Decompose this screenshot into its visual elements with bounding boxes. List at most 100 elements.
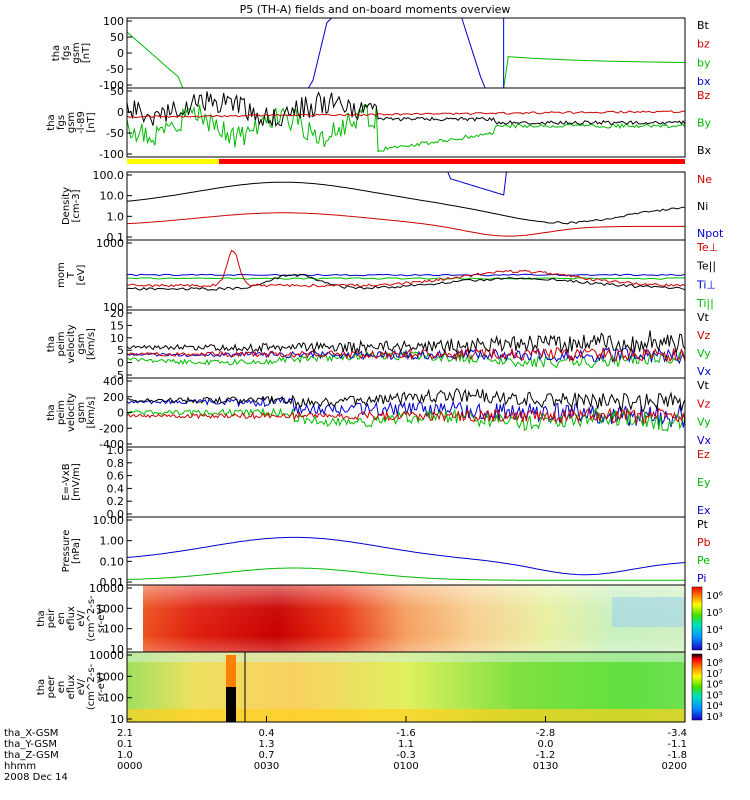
trace-by xyxy=(126,31,686,89)
y-axis-label: tha peer en eflux eV/(cm^2-s-sr-eV) xyxy=(36,663,107,710)
panel-frame xyxy=(126,446,686,518)
panel-frame xyxy=(126,171,686,241)
y-axis-label-line: (cm^2-s- xyxy=(86,663,97,710)
y-axis-label-line: eV/ xyxy=(76,678,87,695)
y-axis-label-line: tha xyxy=(46,404,57,420)
panel-8: 10.00 1.00 0.10 0.01 Pressure [nPa] Pt Pb Pe Pi xyxy=(61,514,711,589)
colorbar-scale xyxy=(691,586,703,651)
colorbar-tick-label: 10⁸ xyxy=(706,658,723,669)
y-axis-label: Pressure [nPa] xyxy=(61,530,82,573)
y-tick-label: -200 xyxy=(99,422,124,435)
x-row-value: 0.1 xyxy=(117,739,133,750)
colorbar-tick-label: 10³ xyxy=(706,642,723,653)
y-axis-label-line: [nT] xyxy=(81,43,92,63)
y-tick-label: 100 xyxy=(103,692,124,705)
y-tick-label: 10 xyxy=(110,332,124,345)
y-tick-label: 1000 xyxy=(96,670,124,683)
trace-vz xyxy=(126,346,686,363)
trace-vy xyxy=(126,406,686,432)
panel-4: 1000 100 mom T [eV] Te⊥ Te|| Ti⊥ Ti|| xyxy=(56,237,718,314)
x-row-value: 0.7 xyxy=(259,750,275,761)
y-tick-label: -5 xyxy=(113,369,124,382)
legend-entry: Bx xyxy=(697,144,712,157)
legend-entry: Bz xyxy=(697,89,711,102)
y-axis-label-line: tha xyxy=(51,45,62,61)
x-row-label: tha_Z-GSM xyxy=(4,750,59,761)
legend-entry: Pe xyxy=(697,554,710,567)
panel-frame xyxy=(126,87,686,158)
colorbar-tick-label: 10³ xyxy=(706,712,723,723)
trace-ne xyxy=(126,212,685,237)
y-axis-label-line: gsm xyxy=(76,402,87,423)
y-axis-label-line: [mV/m] xyxy=(71,463,82,501)
legend: Vt Vz Vy Vx xyxy=(697,379,712,447)
status-bar-yellow xyxy=(127,159,219,164)
y-tick-label: 10.0 xyxy=(100,190,125,203)
y-tick-label: 0.10 xyxy=(100,555,125,568)
legend: Bt bz by bx xyxy=(697,19,711,88)
y-axis-label: Density [cm-3] xyxy=(61,187,82,225)
y-axis-label-line: fgs xyxy=(56,115,67,130)
y-axis-label-line: en xyxy=(56,681,67,694)
legend-entry: Ni xyxy=(697,200,708,213)
spectrogram-saturated-block xyxy=(226,687,236,722)
spectrogram-high-energy-band xyxy=(127,652,685,662)
y-tick-label: 5 xyxy=(117,344,124,357)
trace-bx xyxy=(127,17,685,89)
y-tick-label: 200 xyxy=(103,391,124,404)
x-row-value: -1.2 xyxy=(536,750,556,761)
y-axis-label-line: gsm xyxy=(66,112,77,133)
colorbar-tick-label: 10⁶ xyxy=(706,591,723,602)
colorbar: 10⁶ 10⁵ 10⁴ 10³ xyxy=(691,586,723,653)
legend-entry: Vy xyxy=(697,416,711,429)
x-row-value: 1.0 xyxy=(117,750,133,761)
legend-entry: Vz xyxy=(697,397,711,410)
trace-vt xyxy=(126,387,686,413)
x-row-label: hhmm xyxy=(4,761,36,772)
colorbar-tick-label: 10⁵ xyxy=(706,608,723,619)
y-axis-label-line: fgs xyxy=(61,45,72,60)
y-axis-label: tha fgs gsm [nT] xyxy=(51,42,92,63)
y-axis-label-line: tha xyxy=(36,679,47,695)
x-row-value: 2.1 xyxy=(117,728,133,739)
legend-entry: Ez xyxy=(697,448,710,461)
y-tick-label: 400 xyxy=(103,375,124,388)
y-axis-label-line: velocity xyxy=(66,393,77,432)
y-axis-label-line: (cm^2-s- xyxy=(86,595,97,642)
y-axis-label-line: peim xyxy=(56,400,67,425)
trace-vy xyxy=(126,350,686,369)
x-row-value: -1.6 xyxy=(396,728,416,739)
legend-entry: Vx xyxy=(697,365,712,378)
x-row-value: 0000 xyxy=(117,761,142,772)
legend-entry: By xyxy=(697,117,712,130)
colorbar-scale xyxy=(691,653,703,721)
y-tick-label: -50 xyxy=(106,127,124,140)
legend-entry: Vy xyxy=(697,347,711,360)
y-axis-label-line: peer xyxy=(46,675,57,699)
legend-entry: Ti|| xyxy=(696,297,714,310)
trace-ni xyxy=(126,181,686,225)
y-axis-label-line: -l-89 xyxy=(76,111,87,134)
colorbar-tick-label: 10⁴ xyxy=(706,625,723,636)
legend-entry: Ne xyxy=(697,173,712,186)
y-tick-label: 0.6 xyxy=(107,470,125,483)
y-axis-label: mom T [eV] xyxy=(56,262,87,288)
y-tick-label: 0.1 xyxy=(107,231,125,244)
legend-entry: Npot xyxy=(697,227,724,240)
x-row-value: -1.8 xyxy=(667,750,687,761)
x-row-value: 0030 xyxy=(254,761,279,772)
y-axis-label-line: [cm-3] xyxy=(71,189,82,222)
x-row-value: -1.1 xyxy=(667,739,687,750)
y-axis-label: E=-VxB [mV/m] xyxy=(61,463,82,501)
legend-entry: Pb xyxy=(697,536,711,549)
y-tick-label: 10 xyxy=(110,713,124,726)
panel-frame xyxy=(126,309,686,379)
y-axis-label-line: eflux xyxy=(66,606,77,631)
legend-entry: Vz xyxy=(697,329,711,342)
